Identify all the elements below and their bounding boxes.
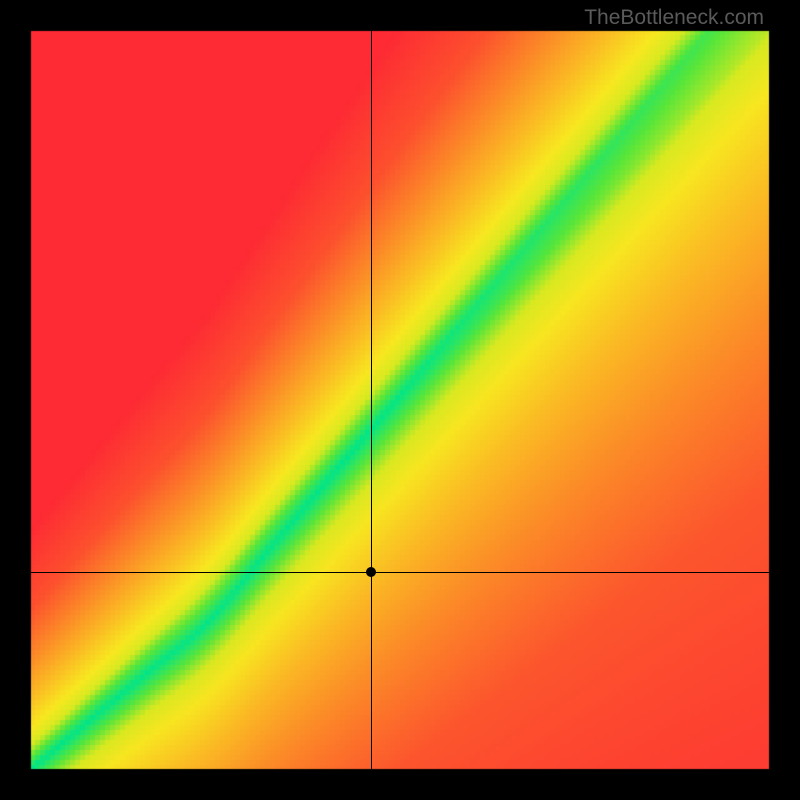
crosshair-horizontal [30, 572, 770, 573]
watermark-text: TheBottleneck.com [584, 6, 764, 30]
crosshair-vertical [371, 30, 372, 770]
marker-point [366, 567, 376, 577]
bottleneck-heatmap [30, 30, 770, 770]
